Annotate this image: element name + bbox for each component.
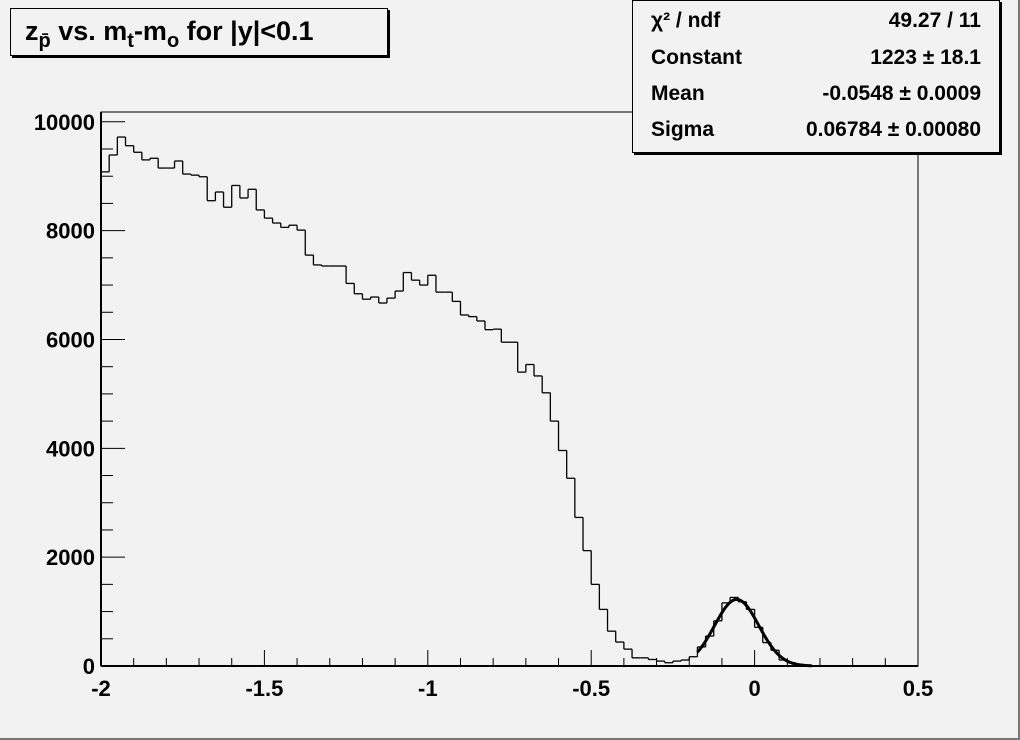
chart-title: zp̄ vs. mt-mo for |y|<0.1 [10, 8, 388, 56]
stat-row-sigma: Sigma 0.06784 ± 0.00080 [651, 118, 981, 148]
stat-key: Constant [651, 46, 742, 69]
y-tick-label: 10000 [34, 110, 95, 135]
title-text: vs. m [50, 16, 128, 46]
stat-value: -0.0548 ± 0.0009 [822, 82, 981, 105]
y-tick-label: 6000 [46, 327, 95, 352]
y-tick-label: 8000 [46, 219, 95, 244]
stat-row-constant: Constant 1223 ± 18.1 [651, 46, 981, 76]
title-sub: o [166, 30, 180, 52]
x-tick-label: 0.5 [903, 676, 934, 701]
x-tick-label: -1 [418, 676, 438, 701]
stat-value: 49.27 / 11 [888, 9, 981, 32]
stat-row-mean: Mean -0.0548 ± 0.0009 [651, 82, 981, 112]
title-sub: p̄ [38, 30, 51, 52]
y-tick-label: 0 [83, 654, 95, 679]
x-tick-label: -0.5 [572, 676, 610, 701]
title-text: -m [133, 16, 167, 46]
stat-key: Sigma [651, 118, 715, 141]
y-tick-label: 4000 [46, 436, 95, 461]
stat-row-chi2: χ² / ndf 49.27 / 11 [651, 9, 981, 39]
title-text: for |y|<0.1 [179, 16, 314, 46]
stat-value: 0.06784 ± 0.00080 [805, 118, 981, 141]
stat-key: χ² / ndf [651, 9, 721, 32]
title-text: z [25, 16, 39, 46]
gaussian-fit-curve [696, 597, 812, 668]
stat-key: Mean [651, 82, 705, 105]
stat-value: 1223 ± 18.1 [870, 46, 981, 69]
y-tick-label: 2000 [46, 545, 95, 570]
stats-box: χ² / ndf 49.27 / 11 Constant 1223 ± 18.1 M… [632, 0, 1000, 153]
title-sub: t [127, 30, 134, 52]
x-tick-label: 0 [748, 676, 760, 701]
x-tick-label: -2 [91, 676, 111, 701]
x-tick-label: -1.5 [245, 676, 283, 701]
